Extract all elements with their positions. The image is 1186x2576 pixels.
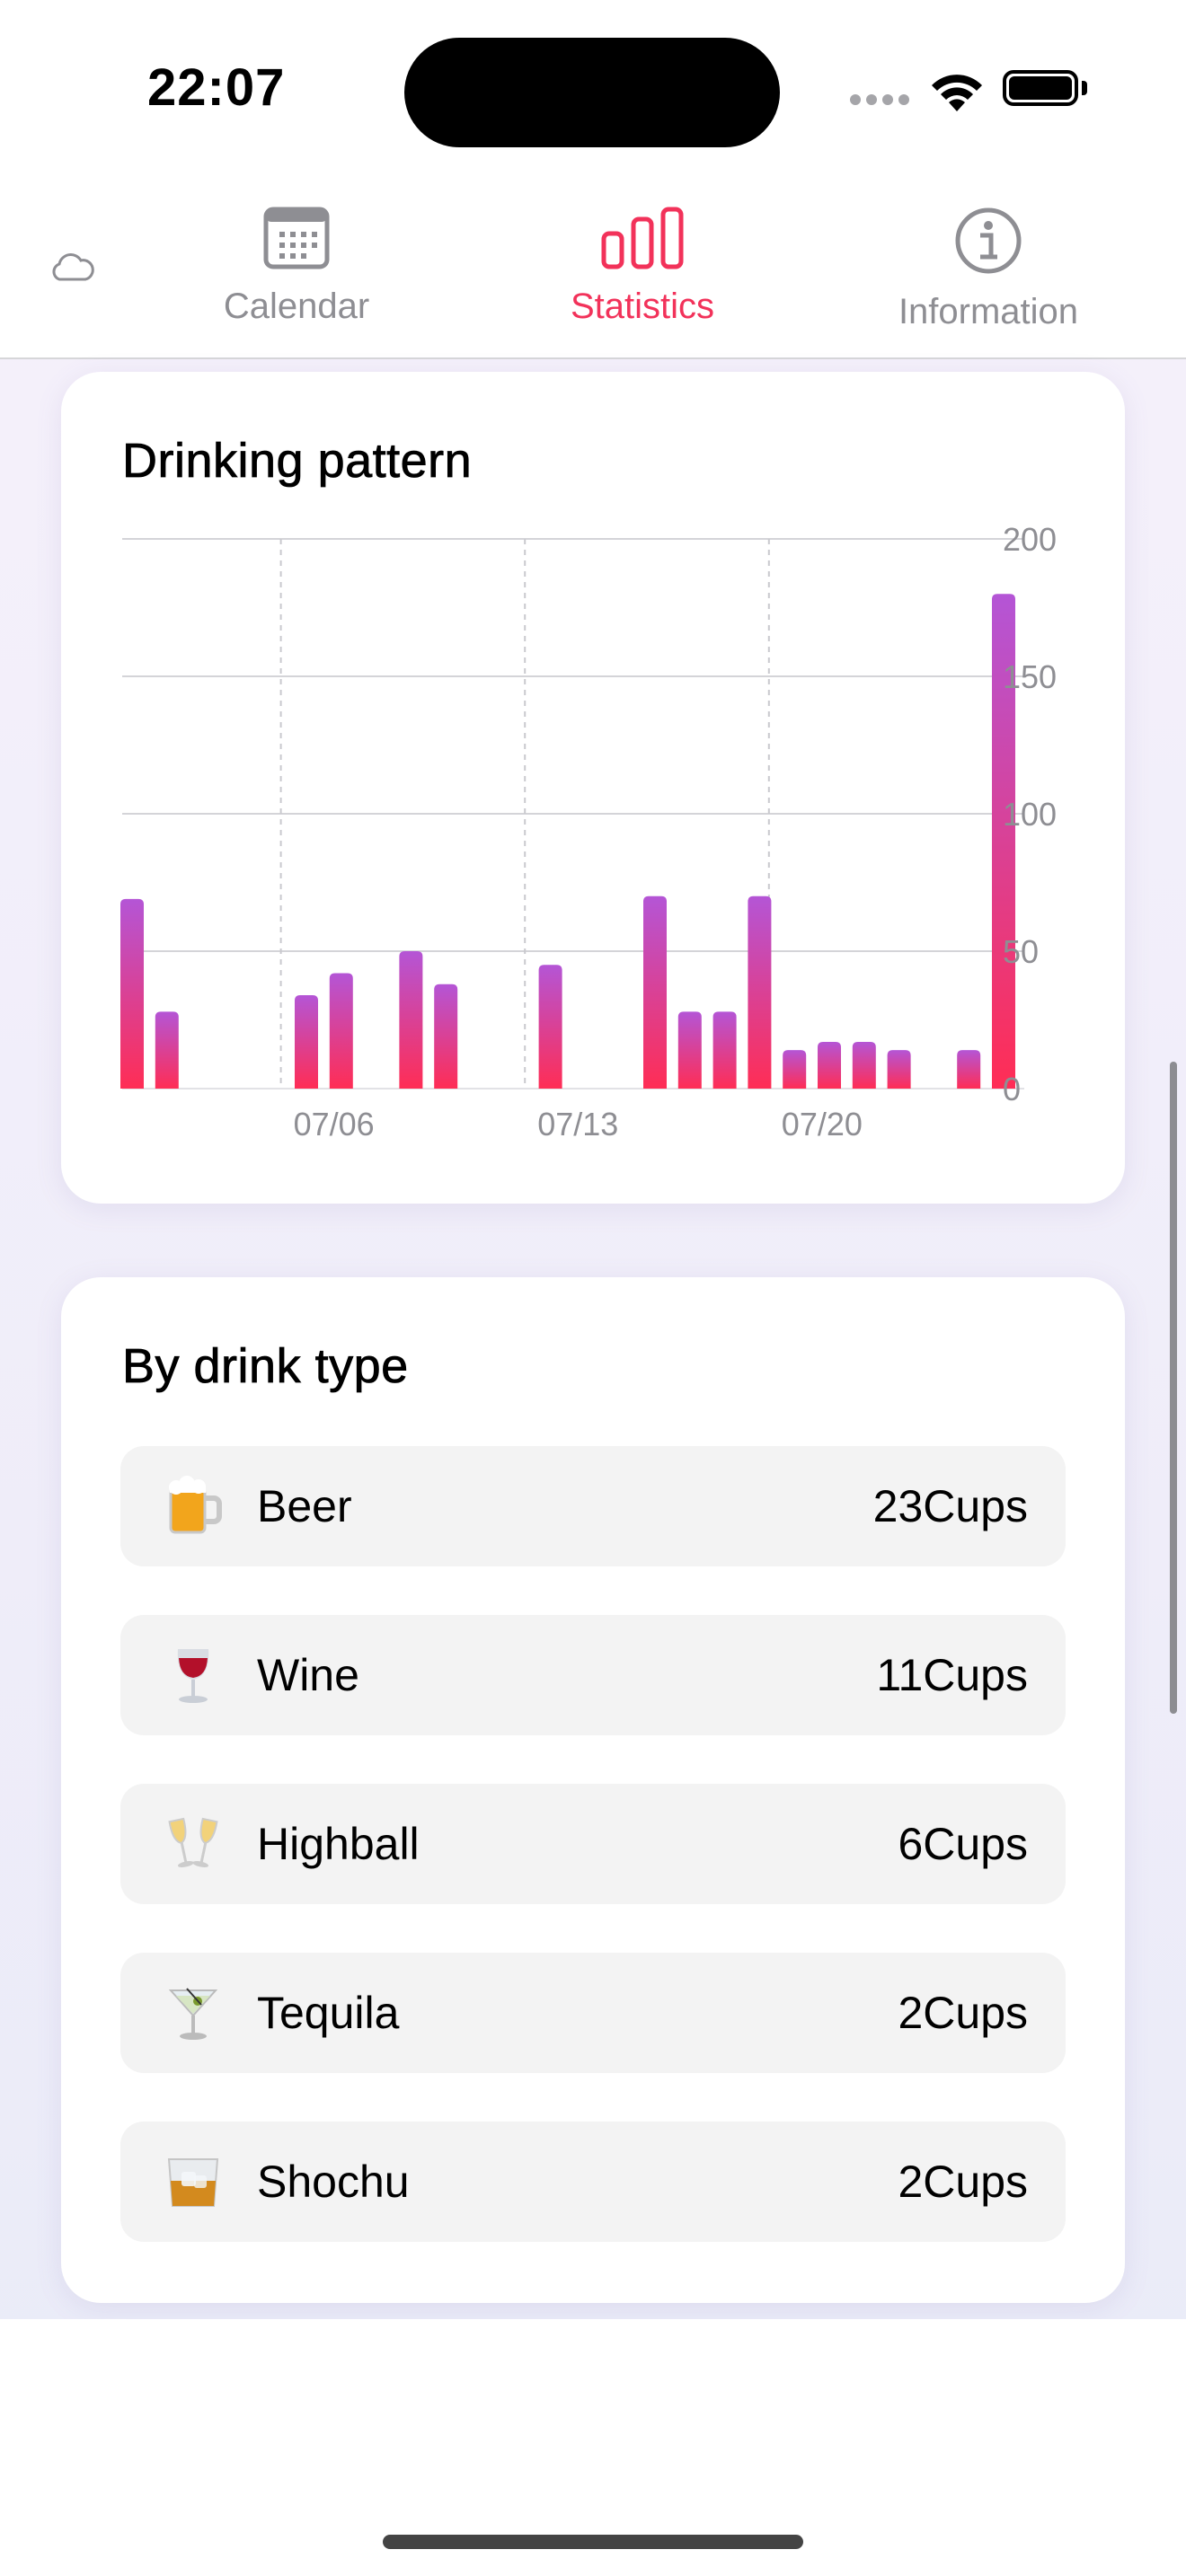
x-tick-label: 07/20 — [782, 1106, 863, 1142]
scrollbar[interactable] — [1170, 1062, 1177, 1714]
drinking-pattern-chart: 200 150 100 50 0 07/06 07/13 07/20 — [120, 521, 1057, 1142]
tab-information-label: Information — [898, 292, 1079, 331]
drink-count: 23Cups — [872, 1481, 1028, 1531]
bar-chart-icon — [601, 207, 684, 269]
drink-name: Highball — [257, 1819, 420, 1869]
cocktail-glass-icon — [168, 1988, 218, 2040]
drinking-pattern-title: Drinking pattern — [122, 434, 473, 489]
drink-row-beer[interactable]: Beer 23Cups — [120, 1446, 1066, 1566]
bar-07/16 — [643, 895, 667, 1089]
bar-07/02 — [155, 1011, 179, 1089]
tab-information[interactable]: Information — [881, 207, 1096, 332]
beer-mug-icon — [169, 1476, 222, 1534]
tab-calendar[interactable]: Calendar — [207, 207, 386, 327]
bar-07/09 — [399, 951, 423, 1089]
drink-name: Wine — [257, 1650, 359, 1700]
bar-07/17 — [677, 1011, 702, 1089]
info-icon — [955, 207, 1022, 274]
status-bar: 22:07 — [0, 0, 1186, 180]
bar-07/22 — [852, 1041, 876, 1089]
x-tick-label: 07/06 — [294, 1106, 375, 1142]
tumbler-glass-icon — [167, 2158, 219, 2207]
cloud-icon[interactable] — [49, 251, 95, 282]
calendar-icon — [263, 207, 330, 269]
bar-07/26 — [992, 594, 1015, 1089]
bar-07/19 — [748, 895, 772, 1089]
tab-statistics-label: Statistics — [570, 287, 715, 326]
drink-count: 11Cups — [876, 1650, 1028, 1700]
drink-name: Tequila — [257, 1988, 400, 2038]
bottom-safe-area — [0, 2319, 1186, 2576]
bar-07/21 — [818, 1041, 841, 1089]
drinking-pattern-card: Drinking pattern 200 150 100 50 0 07/06 07/13 0… — [61, 372, 1125, 1204]
drink-row-shochu[interactable]: Shochu 2Cups — [120, 2122, 1066, 2242]
bar-07/10 — [434, 984, 458, 1089]
y-tick-label: 50 — [1003, 933, 1039, 970]
bar-07/20 — [783, 1050, 807, 1089]
wifi-icon — [932, 75, 982, 111]
bar-07/23 — [887, 1050, 911, 1089]
drink-name: Shochu — [257, 2157, 410, 2207]
y-tick-label: 0 — [1003, 1071, 1021, 1107]
drink-type-card: By drink type Beer 23Cups Wine 11Cups — [61, 1277, 1125, 2303]
home-indicator[interactable] — [383, 2535, 803, 2549]
bar-07/13 — [538, 965, 562, 1089]
x-tick-label: 07/13 — [537, 1106, 618, 1142]
y-tick-label: 150 — [1003, 658, 1057, 695]
dynamic-island — [404, 38, 780, 147]
drink-row-tequila[interactable]: Tequila 2Cups — [120, 1953, 1066, 2073]
wine-glass-icon — [177, 1649, 209, 1703]
drink-count: 6Cups — [898, 1819, 1028, 1869]
bar-07/06 — [295, 994, 318, 1089]
bar-07/25 — [957, 1050, 981, 1089]
drink-count: 2Cups — [898, 1988, 1028, 2038]
clinking-glasses-icon — [168, 1817, 218, 1867]
cellular-signal-icon — [850, 93, 915, 110]
bar-07/18 — [712, 1011, 737, 1089]
drink-count: 2Cups — [898, 2157, 1028, 2207]
bar-07/07 — [329, 973, 353, 1089]
drink-row-wine[interactable]: Wine 11Cups — [120, 1615, 1066, 1735]
drink-row-highball[interactable]: Highball 6Cups — [120, 1784, 1066, 1904]
tab-calendar-label: Calendar — [223, 287, 370, 326]
y-tick-label: 100 — [1003, 796, 1057, 833]
battery-icon — [1003, 70, 1078, 106]
status-time: 22:07 — [147, 58, 286, 117]
battery-tip — [1082, 81, 1087, 95]
top-tab-bar: Calendar Statistics Information — [0, 180, 1186, 359]
bar-07/01 — [120, 898, 144, 1089]
drink-type-title: By drink type — [122, 1339, 409, 1394]
drink-name: Beer — [257, 1481, 352, 1531]
y-tick-label: 200 — [1003, 521, 1057, 558]
tab-statistics[interactable]: Statistics — [548, 207, 737, 327]
